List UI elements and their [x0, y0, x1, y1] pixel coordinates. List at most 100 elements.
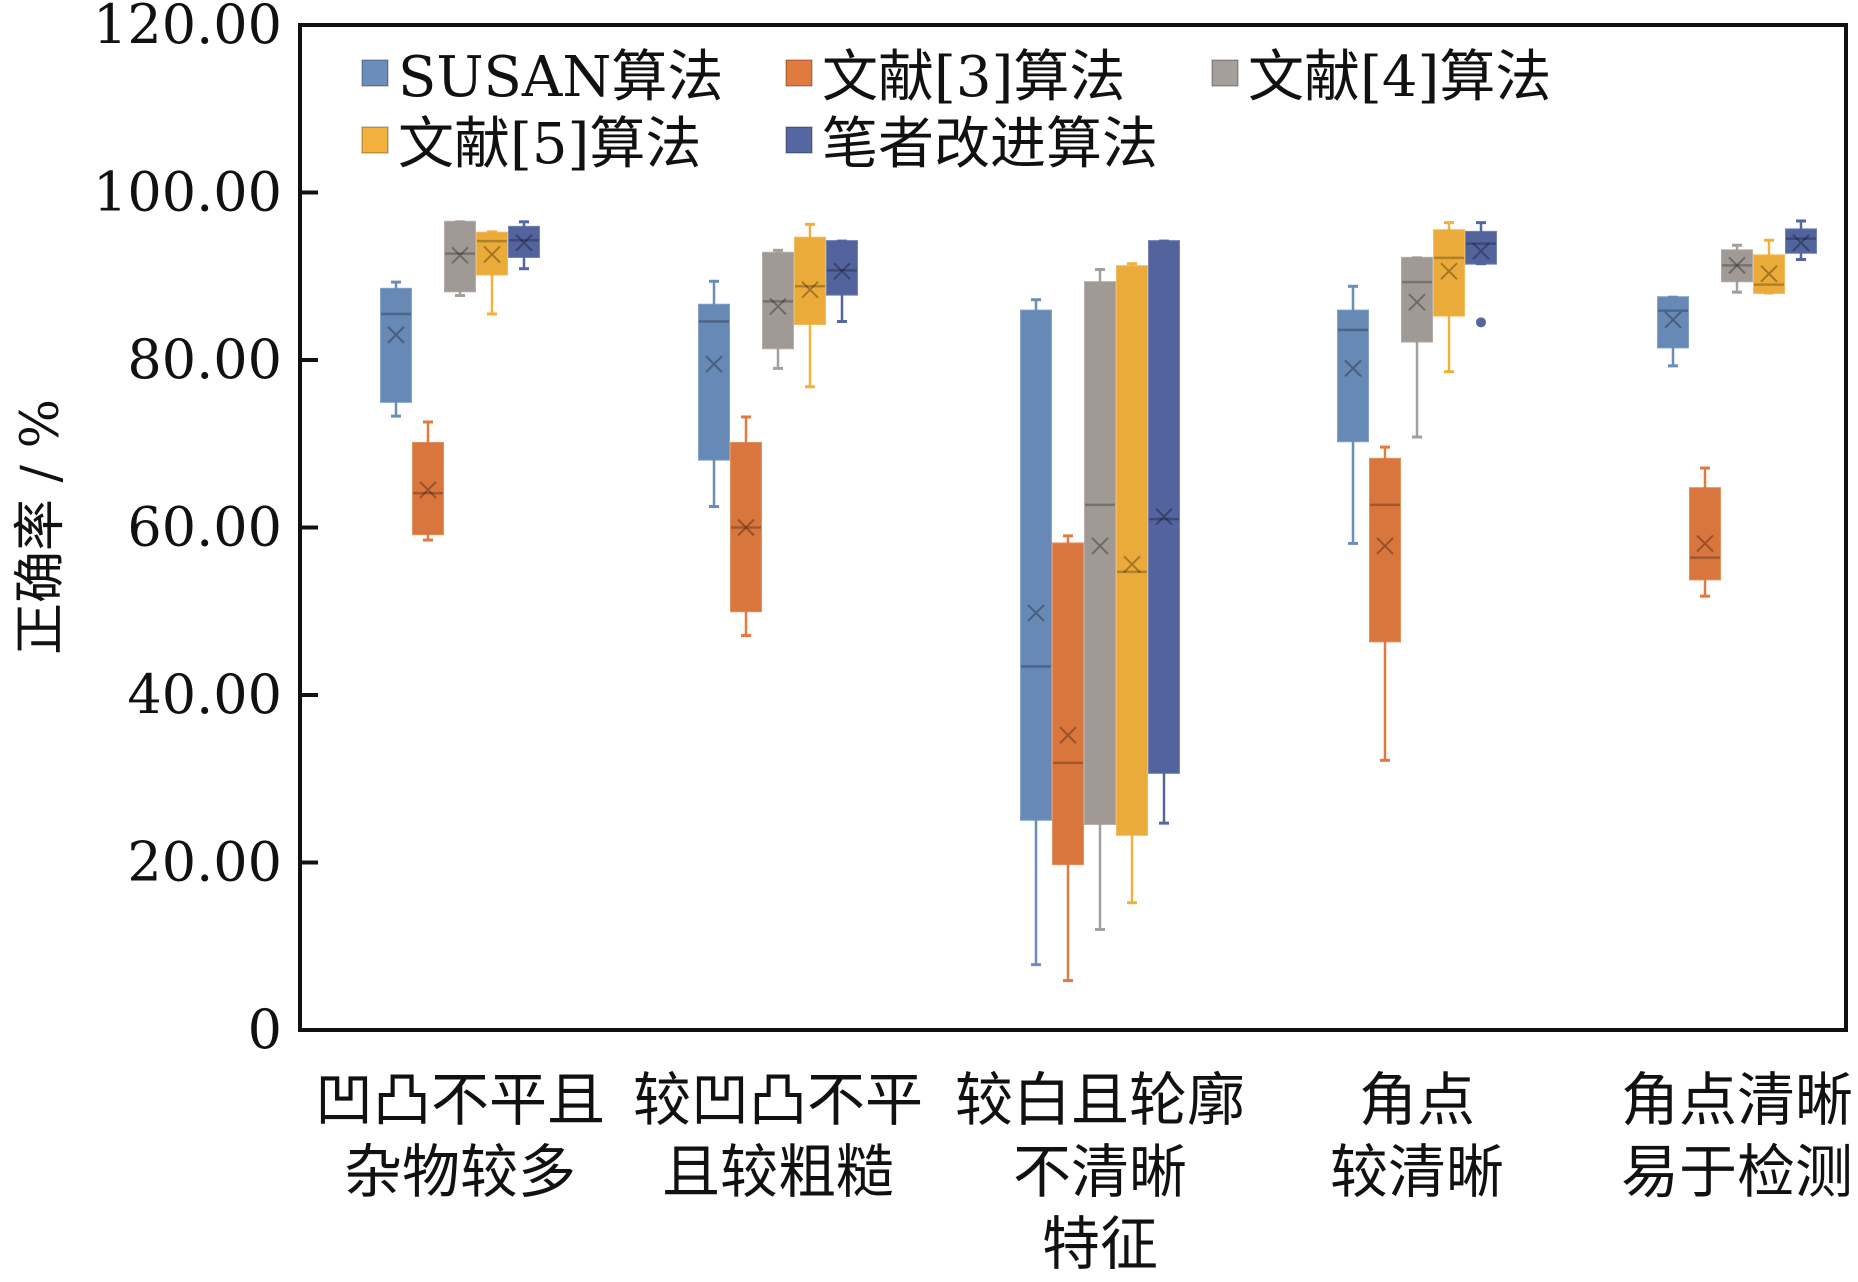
x-category-label: 且较粗糙 — [662, 1138, 894, 1206]
mean-marker — [801, 280, 819, 299]
mean-marker — [1376, 537, 1394, 555]
box-body — [1785, 228, 1817, 254]
mean-marker — [419, 481, 437, 499]
box-3-2 — [1116, 262, 1148, 905]
mean-marker — [483, 245, 501, 264]
legend-label: 笔者改进算法 — [822, 112, 1158, 177]
box-4-1 — [826, 239, 858, 323]
x-category-label: 较清晰 — [1330, 1138, 1504, 1206]
box-body — [1433, 229, 1465, 317]
box-0-1 — [698, 279, 730, 509]
y-tick-label: 120.00 — [93, 0, 282, 56]
box-4-3 — [1465, 221, 1497, 328]
mean-marker — [1344, 359, 1362, 378]
y-tick-label: 40.00 — [127, 663, 282, 726]
y-tick-label: 100.00 — [93, 161, 282, 224]
box-2-2 — [1084, 268, 1116, 931]
box-body — [1657, 296, 1689, 349]
mean-marker — [1027, 604, 1045, 622]
box-0-2 — [1020, 298, 1052, 967]
box-1-0 — [412, 420, 444, 542]
mean-marker — [705, 355, 723, 373]
x-category-label: 角点清晰 — [1621, 1066, 1853, 1134]
box-body — [794, 236, 826, 325]
x-category-label: 较白且轮廓 — [955, 1066, 1245, 1134]
mean-marker — [1059, 726, 1077, 744]
box-body — [1116, 265, 1148, 836]
box-body — [1020, 309, 1052, 821]
box-2-3 — [1401, 256, 1433, 439]
box-3-4 — [1753, 238, 1785, 295]
box-4-0 — [508, 220, 540, 271]
box-body — [380, 287, 412, 403]
box-body — [1689, 487, 1721, 581]
box-body — [1753, 254, 1785, 294]
mean-marker — [1792, 234, 1810, 252]
box-1-3 — [1369, 445, 1401, 762]
box-0-0 — [380, 280, 412, 418]
y-axis: 0 20.00 40.00 60.00 80.00 100.00 120.00 — [93, 0, 318, 1061]
box-4-4 — [1785, 219, 1817, 261]
box-body — [1369, 457, 1401, 643]
box-2-0 — [444, 220, 476, 298]
mean-marker — [1728, 256, 1746, 275]
mean-marker — [1664, 311, 1682, 329]
legend-swatch — [361, 126, 389, 154]
box-1-1 — [730, 415, 762, 638]
mean-marker — [515, 234, 533, 252]
x-category-label: 特征 — [1042, 1210, 1158, 1278]
box-body — [476, 231, 508, 276]
box-0-3 — [1337, 284, 1369, 545]
x-category-label: 易于检测 — [1621, 1138, 1853, 1206]
mean-marker — [1123, 555, 1141, 574]
box-0-4 — [1657, 295, 1689, 368]
box-body — [444, 220, 476, 293]
box-body — [1337, 309, 1369, 443]
y-tick-label: 0 — [248, 998, 282, 1061]
mean-marker — [1472, 242, 1490, 260]
box-body — [1148, 240, 1180, 774]
mean-marker — [833, 262, 851, 280]
y-tick-label: 20.00 — [127, 831, 282, 894]
legend-label: 文献[3]算法 — [822, 45, 1125, 110]
box-body — [508, 225, 540, 258]
box-3-3 — [1433, 221, 1465, 374]
box-body — [1401, 256, 1433, 343]
x-category-label: 凹凸不平且 — [315, 1066, 605, 1134]
box-body — [1465, 230, 1497, 265]
box-3-0 — [476, 230, 508, 316]
box-body — [1084, 281, 1116, 825]
y-tick-label: 80.00 — [127, 328, 282, 391]
legend-label: 文献[5]算法 — [398, 112, 701, 177]
box-4-2 — [1148, 239, 1180, 825]
x-category-label: 角点 — [1359, 1066, 1475, 1134]
legend-label: SUSAN算法 — [398, 45, 723, 110]
x-category-label: 不清晰 — [1013, 1138, 1187, 1206]
box-body — [762, 251, 794, 350]
mean-marker — [769, 297, 787, 316]
mean-marker — [1155, 507, 1173, 526]
mean-marker — [1440, 262, 1458, 280]
box-1-4 — [1689, 466, 1721, 598]
box-body — [412, 441, 444, 536]
box-2-4 — [1721, 243, 1753, 294]
box-body — [1052, 542, 1084, 866]
box-body — [730, 441, 762, 613]
legend-label: 文献[4]算法 — [1248, 45, 1551, 110]
mean-marker — [1408, 293, 1426, 311]
mean-marker — [1760, 265, 1778, 283]
box-1-2 — [1052, 534, 1084, 983]
legend-swatch — [361, 59, 389, 87]
mean-marker — [1091, 537, 1109, 555]
x-category-label: 较凹凸不平 — [633, 1066, 923, 1134]
mean-marker — [451, 246, 469, 265]
box-body — [698, 303, 730, 461]
mean-marker — [737, 518, 755, 537]
mean-marker — [1696, 534, 1714, 553]
box-body — [1721, 249, 1753, 283]
y-axis-label: 正确率 / % — [11, 399, 71, 655]
mean-marker — [387, 326, 405, 344]
